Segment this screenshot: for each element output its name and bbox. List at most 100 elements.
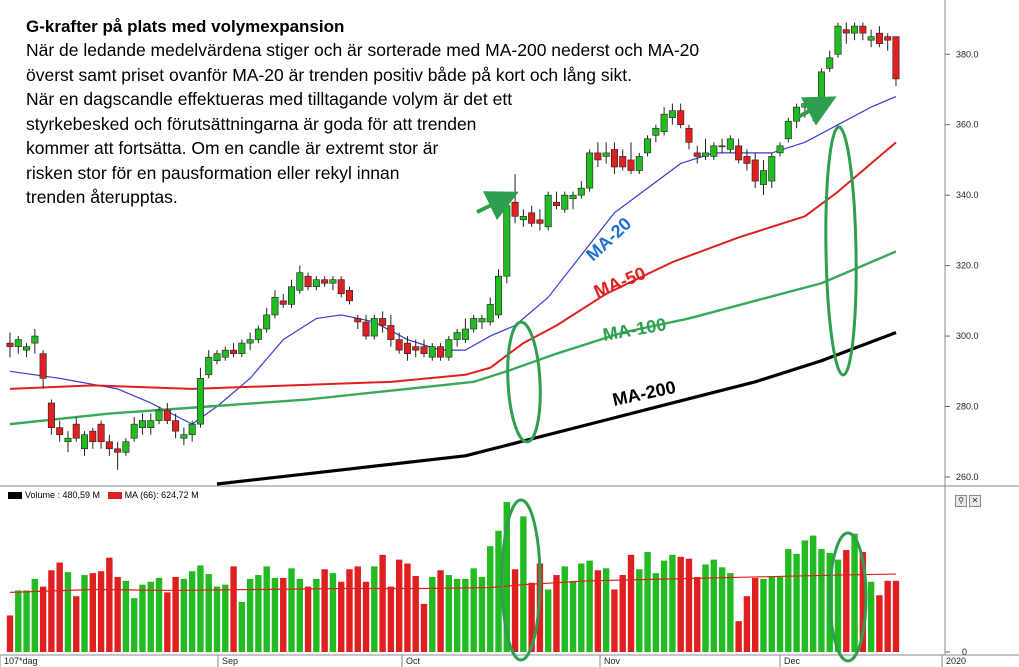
candle-body <box>743 156 751 164</box>
candle-body <box>230 349 238 354</box>
search-icon[interactable]: ⚲ <box>955 495 967 507</box>
candle-body <box>784 120 792 140</box>
volume-bar <box>188 571 196 652</box>
volume-spike-ellipse-oct-vol <box>500 498 542 662</box>
candle-body <box>246 339 254 344</box>
volume-bar <box>197 565 204 652</box>
candle-body <box>710 145 718 157</box>
candle-body <box>759 170 767 185</box>
volume-bar <box>445 575 453 652</box>
time-axis: 107*dag Sep Oct Nov Dec 2020 <box>0 655 966 667</box>
volume-bar <box>246 578 254 652</box>
volume-bar <box>884 580 891 652</box>
annotation-line: När de ledande medelvärdena stiger och ä… <box>26 40 700 60</box>
volume-bar <box>611 589 618 652</box>
volume-bar <box>73 596 80 652</box>
volume-bar <box>230 566 237 652</box>
volume-bar <box>338 581 345 652</box>
volume-bar <box>735 621 742 652</box>
candle-body <box>288 286 296 305</box>
volume-ma-line-path <box>9 573 896 593</box>
candle-body <box>370 318 378 337</box>
candlesticks <box>6 22 900 470</box>
ma-line-ma-50 <box>9 141 897 390</box>
volume-bar <box>768 576 775 652</box>
volume-bar <box>702 564 709 652</box>
candle-body <box>412 346 420 351</box>
volume-bar <box>851 533 858 652</box>
volume-bar <box>694 576 701 652</box>
candle-body <box>254 328 262 340</box>
volume-bar <box>213 586 221 652</box>
candle-body <box>776 145 784 154</box>
candle-body <box>105 441 113 450</box>
candle-body <box>552 201 560 207</box>
candle-body <box>867 36 875 41</box>
candle-body <box>172 420 180 432</box>
candle-body <box>14 339 22 347</box>
volume-bar <box>172 576 179 652</box>
volume-legend-label: Volume : 480,59 M <box>25 490 101 500</box>
volume-bar <box>238 601 246 652</box>
candle-body <box>619 156 627 168</box>
annotation-title: G-krafter på plats med volymexpansion <box>26 17 345 36</box>
candle-body <box>345 289 353 302</box>
candle-body <box>23 346 31 351</box>
volume-bar <box>313 578 320 652</box>
candle-body <box>387 325 395 340</box>
volume-bar <box>387 586 395 652</box>
candle-body <box>652 127 660 136</box>
candle-body <box>6 342 14 347</box>
volume-bar <box>776 576 784 652</box>
candle-body <box>751 159 759 182</box>
volume-bar <box>561 566 568 652</box>
volume-bar <box>834 559 842 652</box>
volume-spike-ellipse-dec-vol <box>828 531 868 663</box>
volume-bar <box>453 578 461 652</box>
volume-legend: Volume : 480,59 M MA (66): 624,72 M <box>8 490 199 500</box>
annotation-line: trenden återupptas. <box>26 187 178 207</box>
candle-body <box>470 318 478 330</box>
volume-bar <box>602 568 610 652</box>
candle-body <box>205 356 213 376</box>
breakout-arrow-dec <box>797 96 837 126</box>
volume-bar <box>56 562 63 652</box>
candle-body <box>635 156 643 171</box>
candle-body <box>586 152 594 189</box>
candle-body <box>47 402 55 428</box>
volume-bar <box>296 578 303 652</box>
candle-body <box>685 127 693 143</box>
close-icon[interactable]: ✕ <box>969 495 981 507</box>
candle-body <box>180 434 188 439</box>
volume-bar <box>553 575 560 652</box>
candle-body <box>420 346 428 354</box>
volume-bar <box>892 580 900 652</box>
candle-body <box>379 318 387 326</box>
candle-body <box>627 159 635 171</box>
volume-bar <box>528 582 535 652</box>
volume-bar <box>395 559 403 652</box>
volume-bar <box>6 615 14 652</box>
volume-bar <box>255 575 262 652</box>
volume-bar <box>785 549 792 652</box>
candle-body <box>702 152 710 157</box>
volume-bar <box>288 568 295 652</box>
breakout-arrow-oct <box>476 191 519 221</box>
candle-body <box>594 152 602 161</box>
annotation-line: risken stor för en pausformation eller r… <box>26 162 400 183</box>
volume-bar <box>114 576 121 652</box>
candle-body <box>312 279 320 288</box>
candle-body <box>56 427 64 435</box>
volume-bar <box>222 584 229 652</box>
candle-body <box>602 152 610 157</box>
candle-body <box>39 353 47 379</box>
volume-bar <box>718 567 726 652</box>
candle-body <box>155 409 163 421</box>
candle-body <box>735 145 743 161</box>
candle-body <box>718 145 726 148</box>
volume-bar <box>752 577 759 652</box>
time-tick-label: Oct <box>406 656 421 666</box>
candle-body <box>892 36 900 80</box>
candle-body <box>726 138 734 150</box>
